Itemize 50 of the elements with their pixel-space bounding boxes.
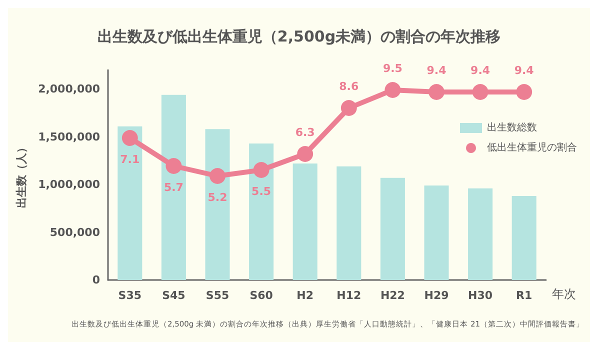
bar [118, 126, 142, 280]
point [297, 146, 314, 162]
point [472, 84, 488, 100]
data-label: 5.5 [252, 185, 272, 198]
x-tick-label: H12 [336, 289, 362, 302]
y-tick-label: 0 [92, 274, 100, 286]
y-axis-title: 出生数（人） [15, 142, 28, 208]
data-label: 8.6 [339, 80, 359, 93]
x-tick-label: H2 [296, 289, 314, 302]
data-label: 5.2 [208, 191, 228, 204]
y-tick-label: 1,000,000 [38, 178, 100, 192]
x-tick-label: S35 [118, 289, 142, 302]
x-tick-label: S60 [250, 289, 274, 302]
x-tick-label: S45 [162, 289, 186, 302]
point [516, 84, 532, 100]
bar [468, 188, 493, 280]
point [340, 100, 357, 116]
x-axis-title: 年次 [552, 287, 576, 301]
chart-title: 出生数及び低出生体重児（2,500g未満）の割合の年次推移 [97, 28, 501, 46]
bar [512, 196, 536, 280]
point [166, 158, 182, 174]
data-label: 7.1 [120, 153, 140, 166]
point [122, 130, 138, 146]
x-tick-label: H29 [424, 289, 449, 302]
point [428, 84, 444, 100]
x-tick-label: S55 [206, 289, 230, 302]
x-tick-label: R1 [516, 289, 532, 302]
y-tick-label: 500,000 [50, 226, 100, 239]
data-label: 9.5 [382, 62, 402, 75]
y-tick-label: 2,000,000 [38, 82, 100, 96]
y-tick-label: 1,500,000 [38, 130, 100, 144]
bar [424, 186, 449, 280]
bar [292, 164, 318, 280]
data-label: 6.3 [295, 126, 315, 139]
point [253, 162, 270, 178]
bar [161, 94, 186, 280]
data-label: 9.4 [426, 64, 447, 77]
data-label: 9.4 [514, 64, 534, 77]
legend-label: 出生数総数 [487, 122, 537, 134]
point [384, 82, 401, 98]
point [210, 168, 226, 184]
data-label: 5.7 [164, 181, 184, 194]
bar [249, 144, 274, 280]
bar [336, 166, 362, 280]
data-label: 9.4 [470, 64, 490, 77]
bar [380, 178, 405, 280]
x-tick-label: H30 [468, 289, 493, 302]
bar [205, 129, 230, 280]
legend-label: 低出生体重児の割合 [487, 142, 577, 154]
x-tick-label: H22 [380, 289, 405, 302]
